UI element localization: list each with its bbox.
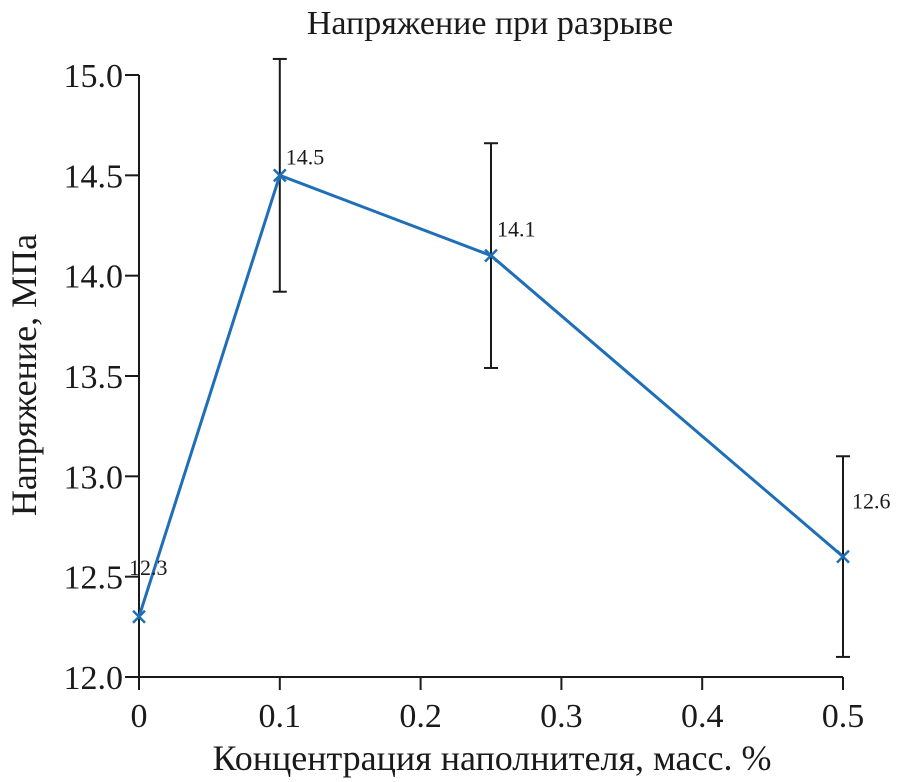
y-tick-label: 15.0 [64, 58, 124, 95]
y-tick-label: 13.0 [64, 459, 124, 496]
marker-stroke [132, 609, 146, 624]
x-tick-label: 0 [131, 698, 148, 735]
marker-stroke [484, 248, 498, 263]
marker-stroke [836, 549, 850, 564]
data-label: 12.6 [852, 489, 891, 514]
y-tick-label: 12.5 [64, 560, 124, 597]
x-tick-label: 0.4 [681, 698, 724, 735]
data-label: 14.1 [497, 217, 536, 242]
data-point-marker [272, 168, 287, 183]
data-label: 14.5 [286, 144, 325, 169]
y-tick-label: 12.0 [64, 660, 124, 697]
ticks: 12.0 12.5 13.0 13.5 14.0 14.5 15.0 0 0.1 0.2 0.3 0.… [64, 58, 865, 735]
x-tick-label: 0.1 [259, 698, 302, 735]
x-tick-label: 0.2 [399, 698, 442, 735]
x-tick-label: 0.3 [540, 698, 583, 735]
marker-stroke [272, 168, 287, 183]
data-point-marker [836, 549, 850, 564]
y-tick-label: 14.0 [64, 259, 124, 296]
data-point-marker [132, 609, 146, 624]
chart-title: Напряжение при разрыве [307, 5, 673, 42]
data-point-marker [484, 248, 498, 263]
x-tick-label: 0.5 [822, 698, 865, 735]
error-bars [272, 57, 850, 658]
x-axis-label: Концентрация наполнителя, масс. % [213, 738, 772, 778]
y-axis-label: Напряжение, МПа [4, 234, 44, 516]
y-tick-label: 14.5 [64, 158, 124, 195]
series-line [137, 173, 844, 618]
series-group [132, 168, 850, 624]
data-label: 12.3 [129, 555, 168, 580]
data-labels: 12.3 14.5 14.1 12.6 [129, 144, 891, 579]
y-tick-label: 13.5 [64, 359, 124, 396]
